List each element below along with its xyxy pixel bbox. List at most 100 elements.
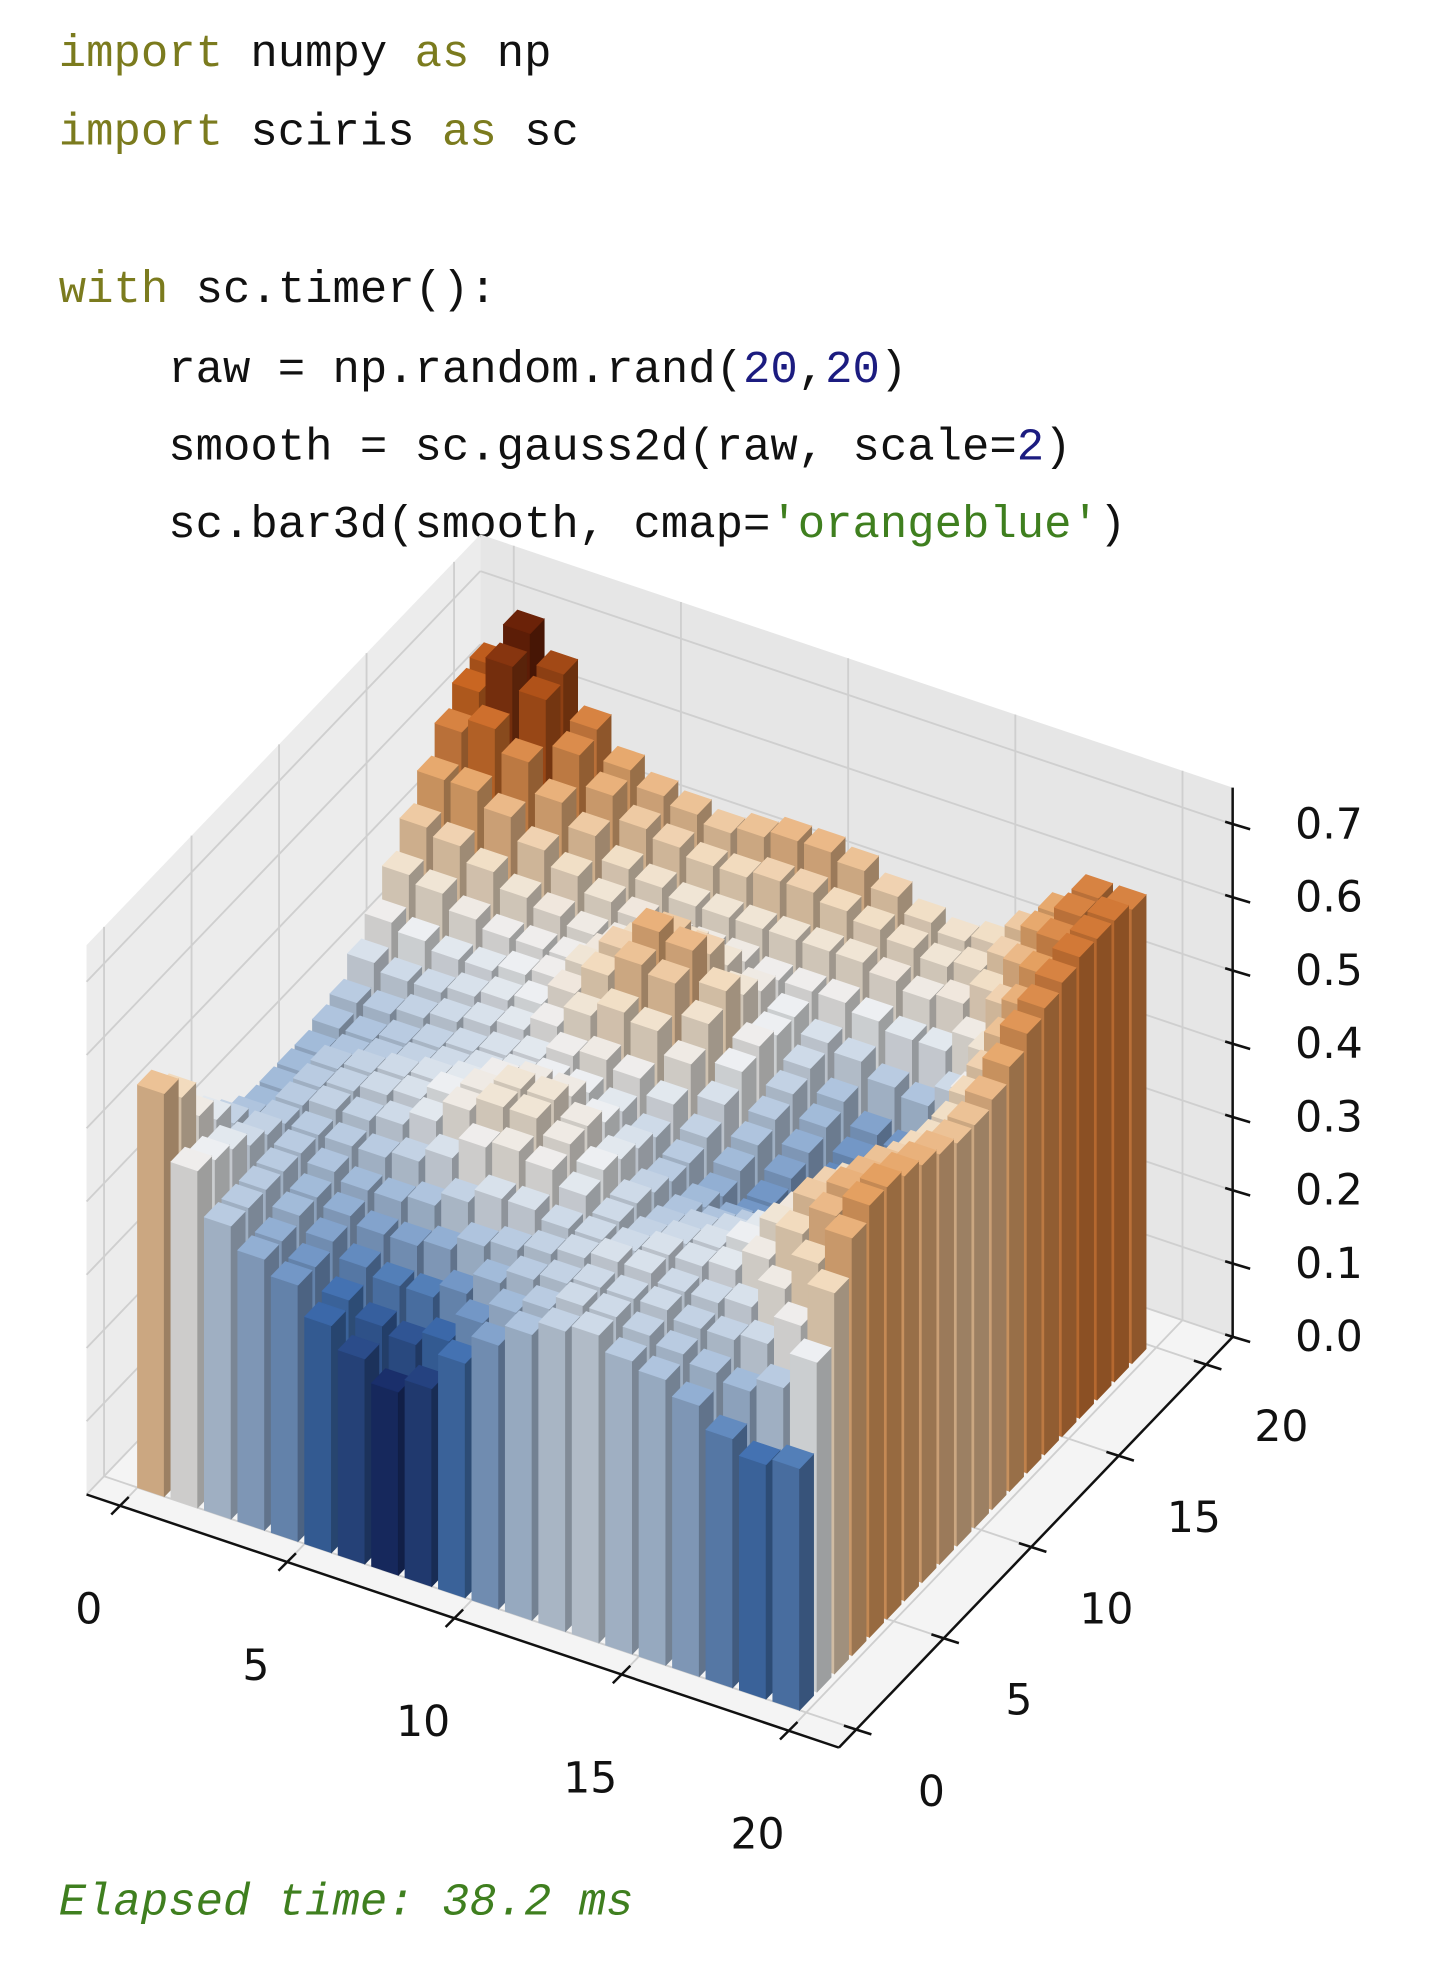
bar-top: [837, 846, 880, 872]
z-tick: [1224, 1333, 1251, 1344]
code-token: 'orangeblue': [770, 499, 1098, 551]
bar-top: [310, 1044, 353, 1070]
bar-top: [289, 1173, 332, 1198]
bar-top: [1034, 958, 1077, 983]
bar-side: [851, 1222, 867, 1657]
bar-top: [768, 915, 811, 941]
bar-top: [636, 771, 679, 797]
bar-top: [800, 1018, 843, 1044]
bar-front: [204, 1216, 232, 1520]
bar-top: [552, 730, 595, 756]
bar-side: [1061, 966, 1077, 1438]
bar-top: [507, 1185, 550, 1211]
bar-top: [834, 1037, 877, 1062]
bar-side: [1114, 904, 1129, 1383]
bar-top: [681, 999, 724, 1025]
code-token: sciris: [223, 107, 442, 159]
bar-side: [956, 1127, 972, 1547]
bar-top: [339, 1243, 382, 1268]
bar-top: [482, 913, 525, 939]
code-line: raw = np.random.rand(20,20): [59, 344, 908, 396]
bar-top: [359, 1070, 402, 1096]
code-token: sc.timer():: [168, 264, 496, 316]
bar-top: [663, 1039, 706, 1065]
bar-top: [1052, 932, 1095, 958]
code-token: np: [469, 28, 551, 80]
bar-top: [719, 853, 762, 878]
bar-top: [412, 1023, 455, 1048]
bar-top: [853, 905, 896, 930]
bar-top: [746, 1179, 789, 1205]
bar-top: [590, 1237, 633, 1263]
bar-top: [467, 704, 510, 730]
bar-top: [545, 1031, 588, 1057]
bar-top: [904, 898, 947, 923]
z-tick: [1224, 1113, 1251, 1124]
bar-top: [689, 1348, 732, 1374]
bar-top: [849, 1110, 893, 1136]
bar-top: [690, 1278, 733, 1304]
bar-top: [377, 1052, 420, 1078]
x-tick: [779, 1721, 799, 1741]
bar-side: [1131, 893, 1147, 1365]
bar-front: [739, 1455, 767, 1700]
x-tick-label: 5: [242, 1642, 269, 1691]
x-tick: [110, 1496, 130, 1516]
bar-top: [770, 816, 813, 842]
bar-top: [842, 1181, 885, 1206]
z-tick-label: 0.0: [1295, 1313, 1363, 1362]
bar-top: [397, 916, 440, 942]
bar-top: [870, 872, 913, 897]
x-tick: [277, 1552, 297, 1572]
bar-top: [509, 1094, 552, 1119]
bar-front: [538, 1321, 566, 1633]
bar-top: [485, 642, 528, 667]
bar-top: [483, 792, 526, 818]
code-token: import: [59, 107, 223, 159]
bar-top: [802, 927, 845, 952]
bar-top: [432, 821, 475, 847]
bar-top: [772, 1444, 815, 1469]
bar-top: [764, 1154, 807, 1179]
code-token: ,: [798, 344, 825, 396]
y-tick-label: 5: [1005, 1677, 1032, 1726]
bar-top: [824, 1213, 867, 1239]
bar-top: [413, 968, 456, 993]
bar-top: [539, 1259, 582, 1284]
bar-top: [491, 1126, 534, 1152]
bar-top: [321, 1276, 364, 1301]
bar-top: [947, 1100, 990, 1126]
bar-top: [447, 972, 490, 997]
axis-line: [86, 1493, 840, 1749]
x-tick-label: 10: [396, 1698, 450, 1747]
bar-top: [596, 988, 639, 1013]
bar-top: [671, 1381, 714, 1406]
code-token: as: [415, 28, 470, 80]
bar-top: [867, 1063, 910, 1088]
bar-top: [378, 1019, 421, 1044]
bar-side: [921, 1149, 937, 1584]
bar-top: [337, 1334, 380, 1360]
bar-top: [705, 1414, 748, 1440]
code-token: sc: [497, 107, 579, 159]
bar-side: [886, 1171, 902, 1620]
bar-side: [974, 1109, 989, 1529]
z-tick-label: 0.3: [1295, 1093, 1363, 1142]
bar-top: [767, 992, 810, 1018]
grid-line: [85, 643, 481, 1056]
bar-top: [799, 1103, 842, 1128]
x-tick-label: 15: [563, 1754, 617, 1803]
code-line: import numpy as np: [59, 28, 552, 80]
bar-top: [429, 997, 472, 1023]
bar-front: [337, 1349, 366, 1565]
bar-top: [458, 1123, 501, 1148]
bar-top: [550, 851, 593, 877]
z-tick-label: 0.7: [1295, 800, 1363, 849]
y-tick: [1193, 1359, 1222, 1371]
bar-side: [869, 1189, 884, 1639]
y-tick-label: 10: [1079, 1585, 1133, 1634]
x-tick-label: 0: [75, 1586, 102, 1635]
bar-top: [291, 1110, 334, 1136]
bar-top: [416, 755, 459, 781]
bar-top: [343, 1048, 386, 1074]
